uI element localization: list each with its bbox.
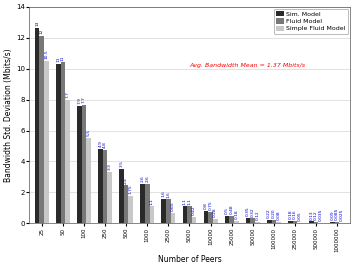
Bar [56, 64, 61, 224]
Bar [229, 216, 234, 224]
Text: 1.1: 1.1 [150, 198, 154, 204]
Bar [187, 206, 192, 224]
Bar [255, 222, 260, 224]
Text: 7.7: 7.7 [65, 91, 69, 98]
Bar [192, 217, 196, 224]
Bar [129, 196, 133, 224]
Bar [35, 28, 39, 224]
Bar [161, 199, 166, 224]
Bar [208, 212, 213, 224]
Bar [335, 222, 339, 224]
Bar [39, 36, 44, 224]
Bar [318, 223, 323, 224]
Text: 2.6: 2.6 [141, 175, 145, 182]
Bar [272, 220, 276, 224]
Bar [119, 169, 124, 224]
Bar [44, 61, 49, 224]
Text: 2.4: 2.4 [124, 177, 128, 184]
Bar [246, 218, 250, 224]
Bar [250, 218, 255, 224]
Bar [339, 223, 344, 224]
Text: 5.5: 5.5 [87, 129, 91, 136]
Text: 0.18: 0.18 [234, 209, 238, 219]
Bar [82, 105, 86, 224]
Text: 0.35: 0.35 [246, 206, 250, 216]
Text: 1.6: 1.6 [162, 190, 166, 197]
Text: 0.08: 0.08 [276, 211, 280, 220]
Text: 0.16: 0.16 [293, 209, 297, 219]
Text: 0.5: 0.5 [225, 207, 229, 214]
Text: 0.13: 0.13 [309, 210, 313, 219]
Text: 0.28: 0.28 [213, 208, 217, 217]
Text: 0.18: 0.18 [288, 209, 292, 219]
Text: 0.42: 0.42 [192, 205, 196, 215]
Bar [171, 213, 175, 224]
Text: 0.22: 0.22 [267, 209, 271, 218]
Text: 7.7: 7.7 [82, 96, 86, 103]
Bar [297, 223, 302, 224]
Bar [103, 150, 107, 224]
Text: 0.09: 0.09 [331, 210, 335, 220]
Bar [98, 149, 103, 224]
Bar [183, 206, 187, 224]
Text: 0.05: 0.05 [298, 211, 302, 221]
Text: 0.12: 0.12 [256, 210, 259, 220]
Text: 1.6: 1.6 [166, 191, 170, 198]
Text: 0.48: 0.48 [230, 204, 234, 214]
Bar [234, 221, 239, 224]
Text: 0.085: 0.085 [335, 208, 339, 220]
Text: 1.75: 1.75 [129, 185, 133, 195]
Text: 0.8: 0.8 [204, 202, 208, 209]
Text: 1.1: 1.1 [183, 198, 187, 204]
Bar [145, 184, 150, 224]
Y-axis label: Bandwidth Std. Deviation (Mbits/s): Bandwidth Std. Deviation (Mbits/s) [4, 48, 13, 182]
Text: 12: 12 [40, 29, 44, 34]
Bar [276, 222, 281, 224]
Bar [309, 221, 314, 224]
Text: 0.035: 0.035 [319, 209, 323, 221]
Text: 0.32: 0.32 [251, 207, 255, 217]
Bar [293, 221, 297, 224]
Text: 3.5: 3.5 [120, 160, 124, 167]
Text: 0.65: 0.65 [171, 202, 175, 211]
Text: 4.8: 4.8 [103, 141, 107, 148]
Text: 10.5: 10.5 [44, 49, 48, 59]
Text: 11: 11 [61, 55, 65, 61]
Text: 2.6: 2.6 [145, 175, 149, 182]
Text: 0.75: 0.75 [209, 200, 212, 210]
Legend: Sim. Model, Fluid Model, Simple Fluid Model: Sim. Model, Fluid Model, Simple Fluid Mo… [274, 9, 348, 34]
Text: Avg. Bandwidth Mean = 1.37 Mbits/s: Avg. Bandwidth Mean = 1.37 Mbits/s [189, 63, 306, 68]
Bar [124, 185, 129, 224]
Bar [107, 172, 112, 224]
Bar [288, 221, 293, 224]
Bar [314, 222, 318, 224]
Bar [65, 99, 70, 224]
Bar [330, 222, 335, 224]
Text: 1.1: 1.1 [188, 198, 192, 204]
Bar [225, 216, 229, 224]
Text: 7.9: 7.9 [77, 97, 81, 104]
Text: 0.12: 0.12 [314, 210, 318, 220]
Bar [204, 211, 208, 224]
Bar [213, 219, 218, 224]
Bar [61, 62, 65, 224]
Text: 0.20: 0.20 [272, 209, 276, 218]
Text: 4.9: 4.9 [98, 140, 102, 147]
Text: 3.3: 3.3 [108, 163, 112, 170]
Bar [267, 220, 272, 224]
Bar [77, 106, 82, 224]
Bar [86, 138, 91, 224]
X-axis label: Number of Peers: Number of Peers [158, 255, 221, 264]
Bar [140, 184, 145, 224]
Text: 11: 11 [56, 57, 60, 62]
Text: 0.025: 0.025 [340, 209, 344, 221]
Text: 13: 13 [35, 21, 39, 27]
Bar [166, 199, 171, 224]
Bar [150, 206, 154, 224]
